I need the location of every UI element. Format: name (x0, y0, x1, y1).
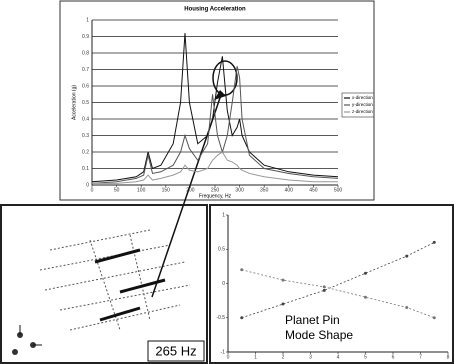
x-tick-label: 5 (364, 354, 367, 360)
y-tick-label: 0.4 (82, 116, 89, 122)
y-tick-label: 0.9 (82, 34, 89, 40)
x-tick-label: 4 (337, 354, 340, 360)
series-point (282, 303, 285, 306)
x-tick-label: 200 (186, 187, 195, 193)
y-tick-label: -0.5 (216, 315, 225, 321)
series-point (323, 285, 326, 288)
x-tick-label: 400 (285, 187, 294, 193)
figure: 265 Hz Housing Acceleration Frequency, Hz… (0, 0, 454, 364)
annotation-line: Mode Shape (285, 328, 353, 342)
series-point (405, 255, 408, 258)
y-tick-label: 0.5 (82, 100, 89, 106)
series-point (433, 316, 436, 319)
legend-label: y-direction (352, 102, 373, 107)
top-frame (60, 1, 374, 200)
y-tick-label: 0.1 (82, 166, 89, 172)
x-tick-label: 450 (309, 187, 318, 193)
x-tick-label: 150 (162, 187, 171, 193)
x-tick-label: 6 (392, 354, 395, 360)
y-axis-label: Acceleration (g) (71, 85, 77, 120)
y-tick-label: 0.8 (82, 50, 89, 56)
x-tick-label: 250 (211, 187, 220, 193)
y-tick-label: 1 (222, 212, 225, 218)
y-tick-label: 0.3 (82, 133, 89, 139)
y-tick-label: 0.6 (82, 83, 89, 89)
series-point (364, 272, 367, 275)
series-point (323, 289, 326, 292)
series-point (282, 279, 285, 282)
x-tick-label: 3 (309, 354, 312, 360)
x-tick-label: 2 (282, 354, 285, 360)
series-point (364, 296, 367, 299)
legend-label: z-direction (352, 109, 373, 114)
annotation-line: Planet Pin (285, 313, 340, 327)
x-tick-label: 0 (227, 354, 230, 360)
y-tick-label: 1 (86, 17, 89, 23)
y-tick-label: 0 (86, 182, 89, 188)
y-tick-label: 0.5 (218, 247, 225, 253)
y-tick-label: 0.7 (82, 67, 89, 73)
y-tick-label: 0.2 (82, 149, 89, 155)
mode-label: 265 Hz (155, 343, 196, 358)
x-tick-label: 0 (91, 187, 94, 193)
x-tick-label: 300 (235, 187, 244, 193)
y-tick-label: -1 (221, 349, 226, 355)
legend-label: x-direction (352, 95, 373, 100)
x-tick-label: 100 (137, 187, 146, 193)
series-point (433, 241, 436, 244)
x-tick-label: 8 (447, 354, 450, 360)
series-point (240, 316, 243, 319)
x-tick-label: 500 (334, 187, 343, 193)
x-tick-label: 50 (114, 187, 120, 193)
series-point (240, 268, 243, 271)
x-tick-label: 1 (254, 354, 257, 360)
x-tick-label: 350 (260, 187, 269, 193)
series-point (405, 306, 408, 309)
chart-title: Housing Acceleration (184, 7, 246, 13)
y-tick-label: 0 (222, 281, 225, 287)
x-tick-label: 7 (419, 354, 422, 360)
x-axis-label: Frequency, Hz (199, 193, 232, 199)
